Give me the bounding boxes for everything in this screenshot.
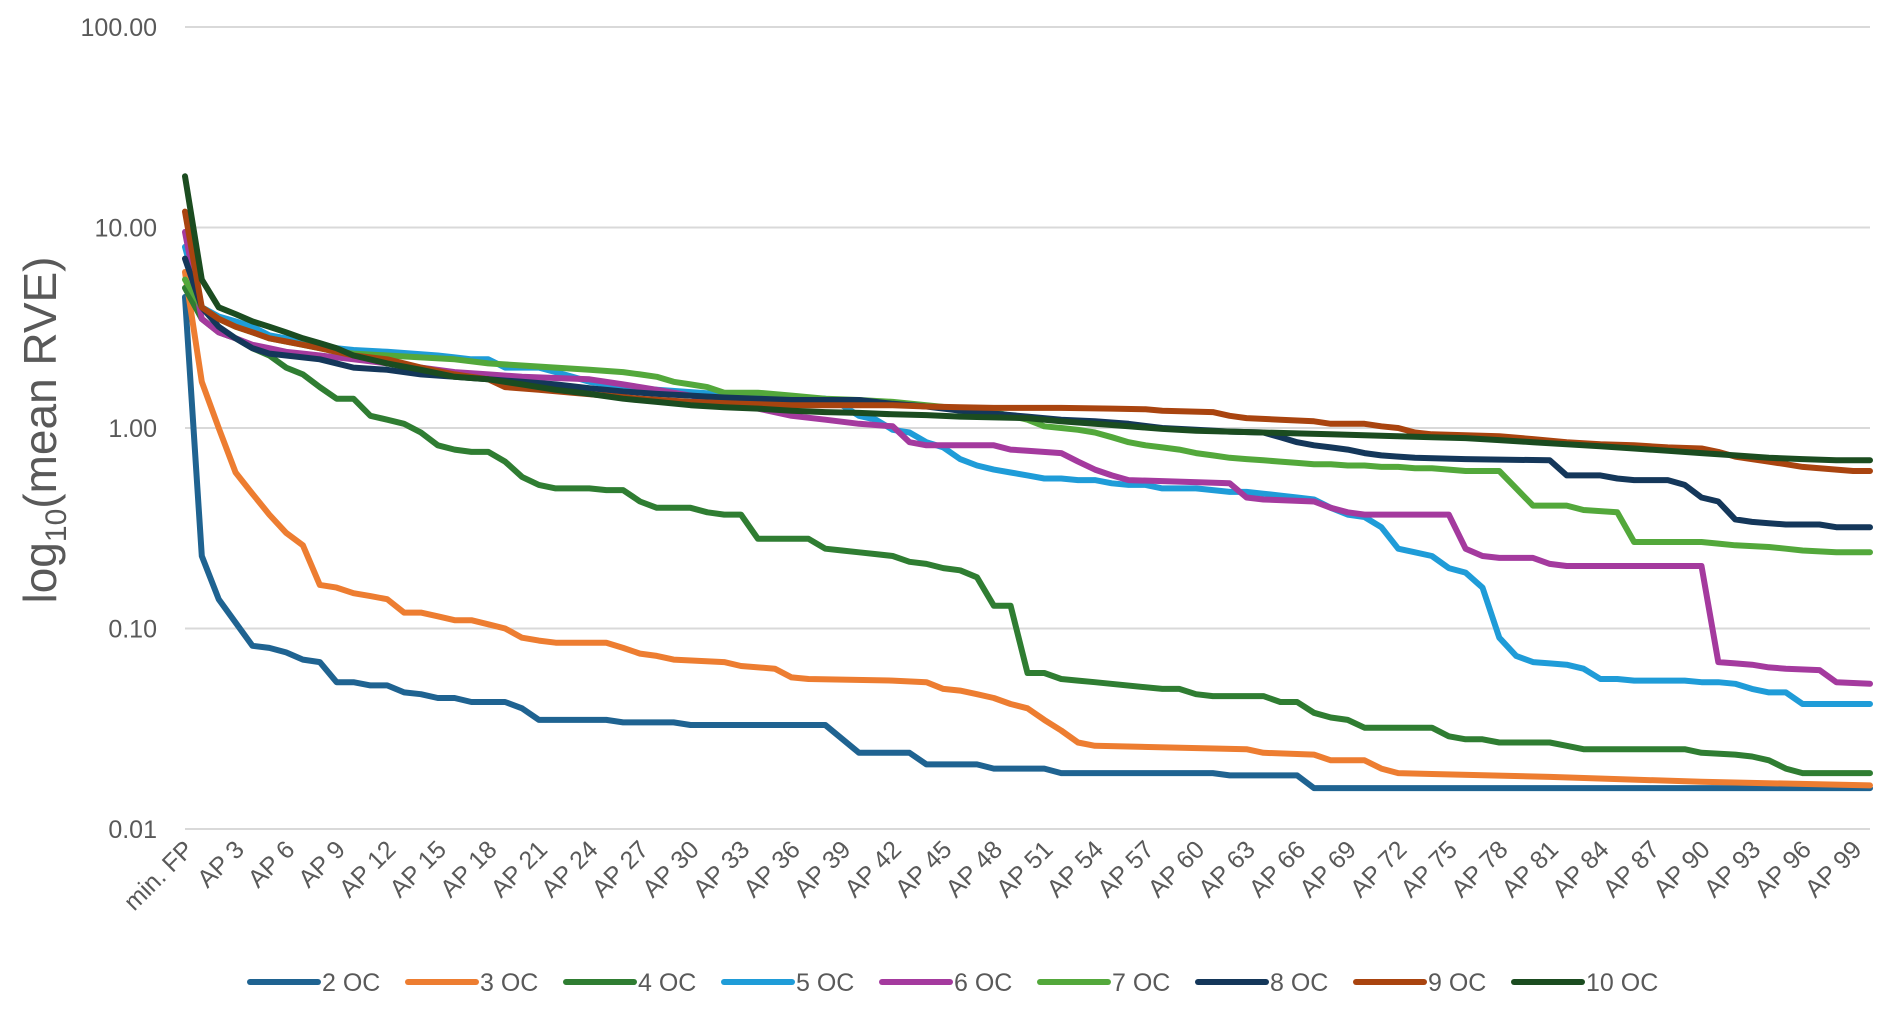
x-tick-label: AP 18 [435,835,503,903]
legend-label: 7 OC [1112,969,1170,997]
legend-label: 8 OC [1270,969,1328,997]
series-line-10-oc [182,173,1873,464]
y-axis-label: log10(mean RVE) [14,256,73,603]
x-tick-label: AP 42 [839,835,907,903]
legend-label: 6 OC [954,969,1012,997]
x-tick-label: AP 75 [1395,835,1463,903]
y-tick-label: 100.00 [81,14,157,42]
x-tick-label: AP 45 [890,835,958,903]
gridlines [185,26,1870,830]
x-tick-label: AP 33 [688,835,756,903]
series-line-7-oc [182,276,1873,556]
x-tick-label: AP 78 [1446,835,1514,903]
x-tick-label: min. FP [119,835,200,916]
legend-label: 3 OC [480,969,538,997]
x-tick-label: AP 12 [334,835,402,903]
x-tick-label: AP 39 [789,835,857,903]
legend-label: 10 OC [1586,969,1658,997]
x-tick-label: AP 54 [1042,835,1110,903]
y-axis-label-main: log [14,542,66,603]
x-tick-label: AP 3 [192,835,250,893]
x-tick-label: AP 63 [1193,835,1261,903]
x-tick-label: AP 69 [1294,835,1362,903]
legend-label: 4 OC [638,969,696,997]
y-axis-label-rest: (mean RVE) [14,256,66,508]
legend: 2 OC 3 OC 4 OC 5 OC 6 OC 7 OC 8 OC 9 OC 10 OC [247,969,1658,997]
x-tick-label: AP 15 [384,835,452,903]
x-tick-label: AP 6 [243,835,301,893]
x-tick-label: AP 36 [738,835,806,903]
legend-label: 5 OC [796,969,854,997]
series-line-9-oc [182,208,1873,474]
x-tick-label: AP 81 [1496,835,1564,903]
x-tick-label: AP 84 [1547,835,1615,903]
series-line-8-oc [182,255,1873,531]
x-tick-label: AP 66 [1244,835,1312,903]
series-line-2-oc [182,294,1873,792]
x-tick-label: AP 93 [1699,835,1767,903]
series-line-4-oc [182,284,1873,777]
x-tick-label: AP 48 [940,835,1008,903]
y-axis-label-subscript: 10 [40,509,73,542]
series-line-3-oc [182,269,1873,789]
x-tick-label: AP 72 [1345,835,1413,903]
y-tick-label: 0.10 [108,616,157,644]
x-tick-label: AP 60 [1143,835,1211,903]
y-tick-label: 0.01 [108,816,157,844]
y-tick-label: 10.00 [94,215,157,243]
legend-label: 2 OC [322,969,380,997]
x-tick-label: AP 21 [485,835,553,903]
x-tick-label: AP 30 [637,835,705,903]
x-tick-label: AP 27 [587,835,655,903]
x-tick-label: AP 51 [991,835,1059,903]
y-axis-tick-labels: 0.01 0.10 1.00 10.00 100.00 [81,14,157,844]
y-tick-label: 1.00 [108,415,157,443]
legend-label: 9 OC [1428,969,1486,997]
series-lines [182,173,1873,792]
x-tick-label: AP 96 [1749,835,1817,903]
x-tick-label: AP 90 [1648,835,1716,903]
x-tick-label: AP 24 [536,835,604,903]
x-tick-label: AP 99 [1800,835,1868,903]
x-tick-label: AP 57 [1092,835,1160,903]
x-tick-label: AP 87 [1598,835,1666,903]
